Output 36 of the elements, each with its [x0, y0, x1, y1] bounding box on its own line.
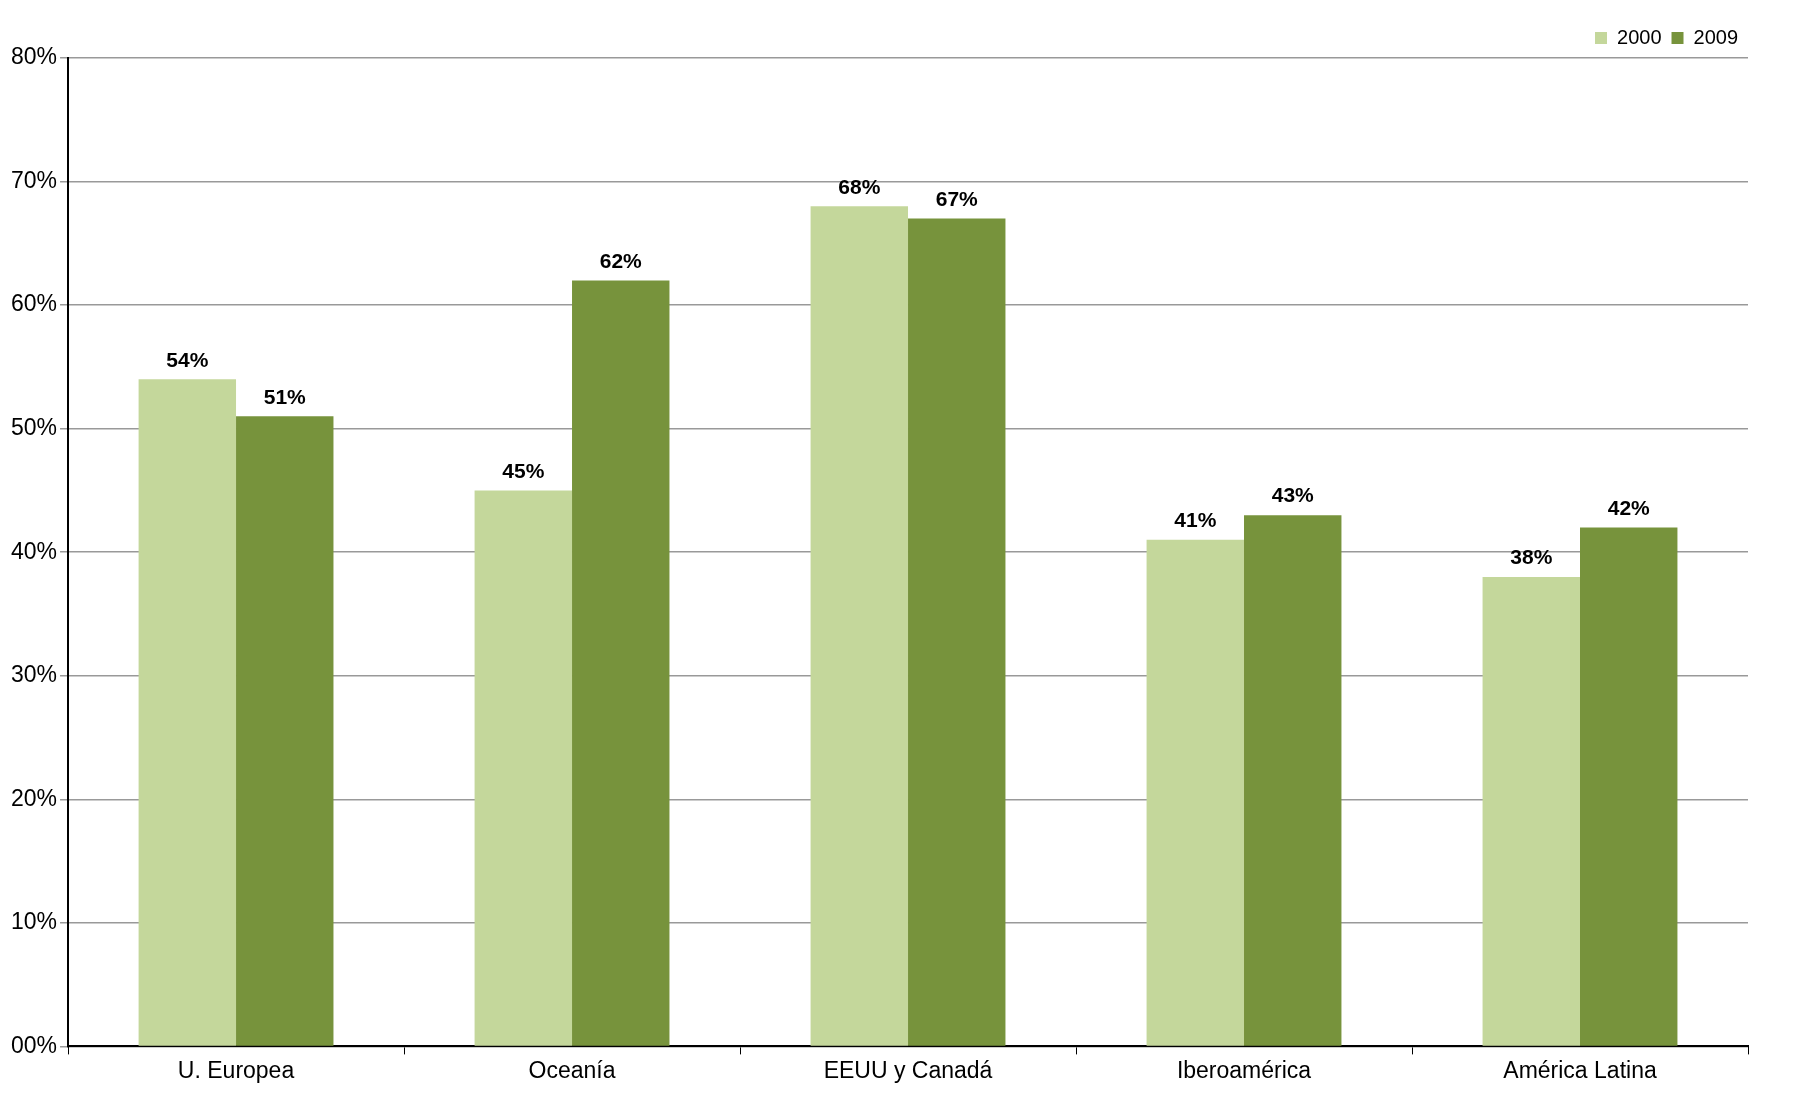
- data-label: 68%: [838, 174, 881, 198]
- data-label: 54%: [166, 347, 209, 371]
- bar: [1580, 527, 1678, 1046]
- data-label: 62%: [599, 248, 643, 272]
- y-tick-label: 80%: [10, 43, 58, 70]
- legend-label: 2000: [1617, 25, 1662, 48]
- legend-label: 2009: [1693, 25, 1739, 48]
- y-tick-label: 10%: [10, 908, 58, 935]
- y-tick-label: 50%: [10, 413, 58, 440]
- bar: [138, 379, 237, 1046]
- y-tick-label: 70%: [10, 166, 58, 193]
- bar: [810, 206, 909, 1046]
- data-label: 51%: [263, 384, 307, 408]
- data-label: 38%: [1510, 545, 1553, 569]
- y-tick-label: 40%: [10, 537, 58, 564]
- bar: [236, 416, 334, 1046]
- x-tick-label: U. Europea: [177, 1056, 295, 1083]
- x-tick-label: América Latina: [1503, 1056, 1657, 1083]
- bar: [1146, 539, 1245, 1046]
- y-tick-label: 00%: [10, 1031, 58, 1058]
- bar: [1244, 515, 1342, 1046]
- bar: [908, 218, 1006, 1046]
- x-tick-label: Oceanía: [528, 1056, 616, 1083]
- x-tick-label: EEUU y Canadá: [823, 1056, 993, 1083]
- data-label: 43%: [1271, 483, 1315, 507]
- bar: [572, 280, 670, 1046]
- y-tick-label: 60%: [10, 290, 58, 317]
- y-tick-label: 30%: [10, 661, 58, 688]
- data-label: 45%: [502, 458, 545, 482]
- bar: [474, 490, 573, 1046]
- bar: [1482, 576, 1580, 1046]
- data-label: 42%: [1607, 495, 1651, 519]
- data-label: 67%: [935, 186, 979, 210]
- data-label: 41%: [1174, 508, 1217, 532]
- x-tick-label: Iberoamérica: [1176, 1056, 1312, 1083]
- y-tick-label: 20%: [10, 784, 58, 811]
